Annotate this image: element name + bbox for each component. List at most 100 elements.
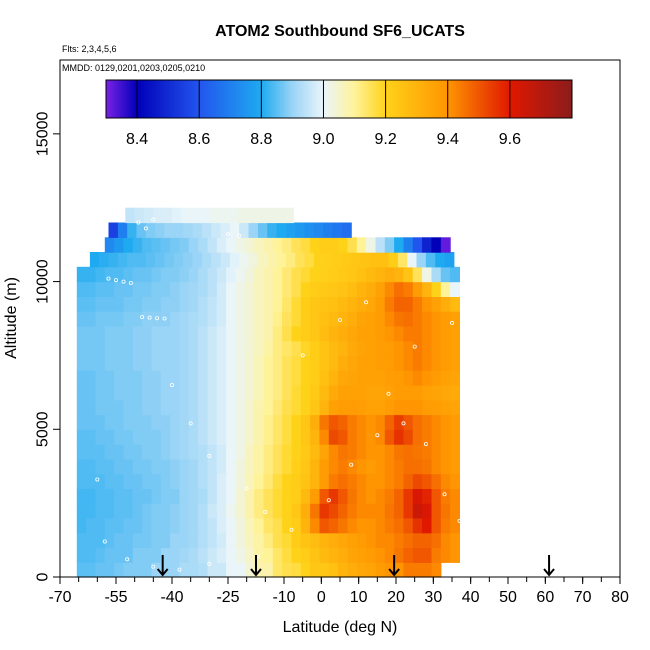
heatmap-cell — [198, 281, 208, 297]
heatmap-cell — [356, 429, 367, 445]
heatmap-cell — [412, 488, 423, 504]
heatmap-cell — [263, 385, 274, 401]
heatmap-cell — [244, 340, 255, 357]
heatmap-cell — [198, 414, 208, 430]
heatmap-cell — [422, 562, 432, 578]
heatmap-cell — [207, 385, 218, 401]
y-axis-label: Altitude (m) — [3, 277, 20, 359]
heatmap-cell — [394, 296, 404, 312]
heatmap-cell — [319, 370, 330, 386]
heatmap-cell — [104, 370, 115, 386]
heatmap-cell — [300, 311, 311, 327]
heatmap-cell — [179, 311, 190, 327]
heatmap-cell — [440, 458, 451, 475]
heatmap-cell — [104, 562, 115, 578]
x-tick-label: -55 — [104, 589, 127, 606]
colorbar-tick-label: 9.6 — [499, 131, 521, 148]
heatmap-cell — [356, 296, 367, 312]
heatmap-cell — [347, 399, 358, 416]
heatmap-cell — [160, 444, 171, 460]
heatmap-cell — [142, 473, 152, 489]
heatmap-cell — [207, 370, 218, 386]
heatmap-cell — [338, 370, 348, 386]
heatmap-cell — [319, 429, 330, 445]
heatmap-cell — [160, 370, 171, 386]
heatmap-cell — [431, 355, 442, 371]
sample-point — [494, 436, 499, 441]
heatmap-cell — [142, 399, 152, 416]
heatmap-cell — [403, 414, 414, 430]
heatmap-cell — [235, 517, 246, 534]
heatmap-cell — [347, 503, 358, 519]
heatmap-cell — [216, 562, 227, 578]
heatmap-cell — [151, 562, 162, 578]
heatmap-cell — [291, 340, 302, 357]
heatmap-cell — [198, 429, 208, 445]
heatmap-cell — [132, 355, 143, 371]
heatmap-cell — [132, 444, 143, 460]
heatmap-cell — [142, 517, 152, 534]
heatmap-cell — [356, 399, 367, 416]
heatmap-cell — [356, 458, 367, 475]
heatmap-cell — [356, 281, 367, 297]
heatmap-cell — [384, 547, 395, 563]
heatmap-cell — [310, 532, 320, 549]
heatmap-cell — [375, 414, 386, 430]
heatmap-cell — [226, 562, 236, 578]
heatmap-cell — [226, 266, 236, 283]
heatmap-cell — [440, 444, 451, 460]
heatmap-cell — [254, 429, 264, 445]
heatmap-cell — [123, 503, 134, 519]
heatmap-cell — [226, 311, 236, 327]
heatmap-cell — [198, 444, 208, 460]
heatmap-cell — [244, 237, 255, 253]
heatmap-cell — [235, 532, 246, 549]
heatmap-cell — [282, 237, 292, 253]
heatmap-cell — [104, 311, 115, 327]
heatmap-cell — [188, 414, 199, 430]
heatmap-cell — [300, 414, 311, 430]
sample-point — [125, 557, 130, 562]
heatmap-cell — [356, 562, 367, 578]
heatmap-cell — [188, 458, 199, 475]
heatmap-cell — [76, 429, 87, 445]
flight-arrow-head — [388, 568, 400, 577]
heatmap-cell — [291, 325, 302, 342]
heatmap-cell — [145, 252, 156, 268]
heatmap-cell — [328, 340, 339, 357]
heatmap-cell — [422, 488, 432, 504]
heatmap-cell — [319, 562, 330, 578]
heatmap-cell — [310, 414, 320, 430]
heatmap-cell — [95, 340, 106, 357]
heatmap-cell — [104, 473, 115, 489]
heatmap-cell — [207, 532, 218, 549]
heatmap-cell — [328, 266, 339, 283]
heatmap-cell — [104, 385, 115, 401]
heatmap-cell — [151, 311, 162, 327]
heatmap-cell — [160, 340, 171, 357]
heatmap-cell — [304, 222, 315, 238]
heatmap-cell — [190, 207, 201, 224]
heatmap-cell — [117, 222, 128, 238]
heatmap-cell — [384, 281, 395, 297]
heatmap-cell — [254, 385, 264, 401]
y-tick-label: 5000 — [35, 411, 52, 447]
heatmap-cell — [276, 252, 287, 268]
heatmap-cell — [207, 266, 218, 283]
heatmap-cell — [412, 547, 423, 563]
sample-point — [188, 421, 193, 426]
heatmap-cell — [216, 429, 227, 445]
heatmap-cell — [310, 266, 320, 283]
sample-point — [565, 241, 570, 246]
heatmap-cell — [369, 252, 380, 268]
heatmap-cell — [384, 429, 395, 445]
heatmap-cell — [170, 281, 180, 297]
heatmap-cell — [104, 488, 115, 504]
heatmap-cell — [384, 237, 395, 253]
heatmap-cell — [282, 281, 292, 297]
heatmap-cell — [226, 532, 236, 549]
heatmap-cell — [160, 547, 171, 563]
heatmap-cell — [328, 355, 339, 371]
heatmap-cell — [104, 296, 115, 312]
heatmap-cell — [95, 399, 106, 416]
